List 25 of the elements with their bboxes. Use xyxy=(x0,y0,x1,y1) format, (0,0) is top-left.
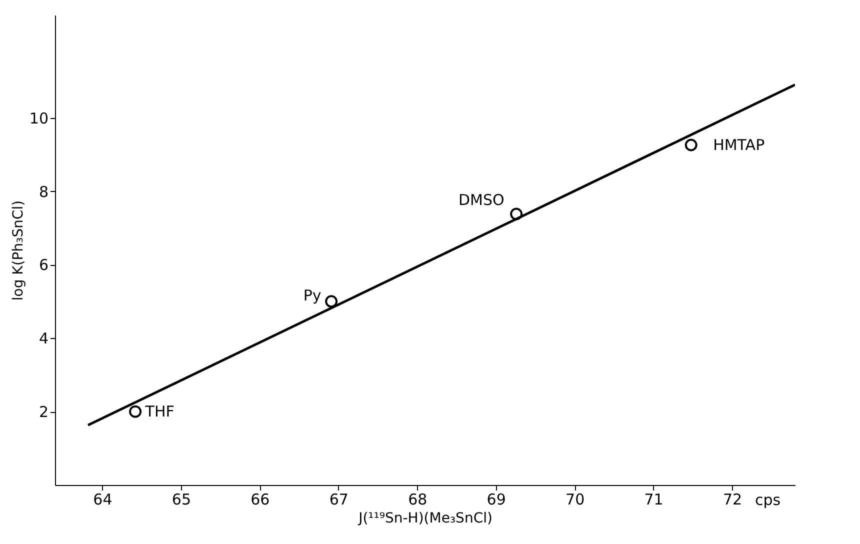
y-axis-title: log K(Ph₃SnCl) xyxy=(10,200,26,301)
x-tick-label: 71 xyxy=(644,490,664,508)
y-tick-label: 8 xyxy=(38,182,48,201)
point xyxy=(684,138,698,152)
text: cps xyxy=(755,491,781,509)
x-tick-label: 70 xyxy=(566,490,585,508)
y-tick-label: 2 xyxy=(38,403,48,422)
x-tick-label: 68 xyxy=(408,490,428,508)
annotation: HMTAP xyxy=(713,136,765,154)
y-tick-label: 4 xyxy=(38,330,48,348)
y-tick-label: 6 xyxy=(38,256,48,274)
point xyxy=(325,295,338,308)
x-tick-label: 65 xyxy=(172,490,192,508)
annotation: Py xyxy=(303,286,322,304)
x-tick-label: 72 xyxy=(722,490,742,508)
x-tick-label: 67 xyxy=(329,490,348,508)
x-tick-label: 69 xyxy=(486,490,506,508)
x-axis-title: J(¹¹⁹Sn-H)(Me₃SnCl) xyxy=(358,510,492,526)
annotation: DMSO xyxy=(458,191,504,210)
annotation: THF xyxy=(144,402,174,421)
point xyxy=(510,208,523,220)
point xyxy=(129,405,142,418)
y-tick-label: 10 xyxy=(29,109,48,128)
x-tick-label: 64 xyxy=(93,490,112,508)
x-tick-label: 66 xyxy=(250,490,270,508)
